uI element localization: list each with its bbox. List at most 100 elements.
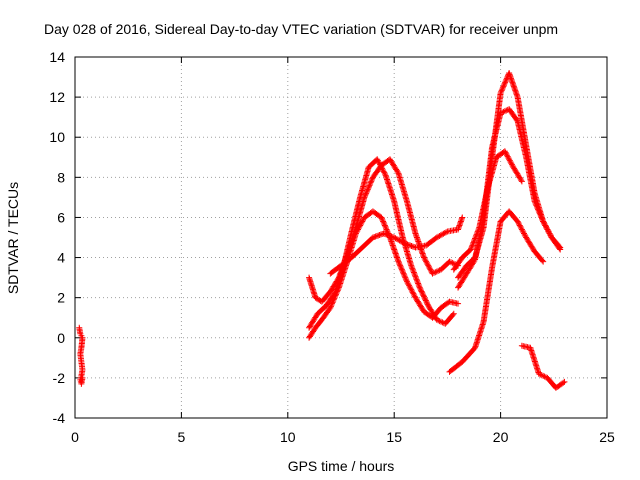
data-point (419, 291, 426, 298)
data-point (359, 217, 366, 224)
data-point (521, 230, 528, 237)
data-point (383, 231, 390, 238)
data-point (395, 258, 402, 265)
y-tick-label: 12 (49, 89, 65, 105)
data-point (518, 178, 525, 185)
data-point (467, 246, 474, 253)
data-point (475, 227, 482, 234)
data-point (547, 231, 554, 238)
x-tick-label: 15 (386, 429, 402, 445)
data-point (382, 225, 389, 232)
data-point (376, 231, 383, 238)
data-point (429, 270, 436, 277)
y-axis-label: SDTVAR / TECUs (5, 182, 21, 294)
data-point (327, 304, 334, 311)
data-point (79, 374, 86, 381)
series-arc-b (306, 156, 457, 331)
data-point (468, 245, 475, 252)
data-point (420, 293, 427, 300)
data-point (521, 231, 528, 238)
data-point (422, 297, 429, 304)
data-point (508, 160, 515, 167)
y-tick-label: 10 (49, 129, 65, 145)
data-point (474, 229, 481, 236)
data-point (435, 267, 442, 274)
data-point (399, 269, 406, 276)
data-point (426, 265, 433, 272)
data-point (385, 232, 392, 239)
data-point (515, 219, 522, 226)
data-point (455, 300, 462, 307)
data-point (409, 289, 416, 296)
data-point (415, 281, 422, 288)
data-point (417, 287, 424, 294)
data-point (418, 288, 425, 295)
data-point (518, 226, 525, 233)
data-point (384, 231, 391, 238)
data-point (414, 277, 421, 284)
data-point (425, 262, 432, 269)
data-point (405, 242, 412, 249)
data-point (400, 270, 407, 277)
data-point (443, 229, 450, 236)
data-point (499, 86, 506, 93)
data-point (422, 296, 429, 303)
data-point (368, 178, 375, 185)
data-point (363, 190, 370, 197)
data-point (542, 222, 549, 229)
data-point (421, 294, 428, 301)
data-point (364, 187, 371, 194)
y-tick-label: 6 (57, 209, 65, 225)
data-point (403, 241, 410, 248)
data-point (535, 370, 542, 377)
data-point (330, 291, 337, 298)
data-point (561, 378, 568, 385)
data-point (425, 263, 432, 270)
data-point (468, 243, 475, 250)
data-point (408, 243, 415, 250)
data-point (433, 268, 440, 275)
data-point (409, 243, 416, 250)
data-point (380, 219, 387, 226)
data-point (540, 219, 547, 226)
data-point (415, 280, 422, 287)
data-point (502, 79, 509, 86)
data-point (381, 221, 388, 228)
plot-frame (74, 56, 608, 419)
data-point (403, 278, 410, 285)
data-point (471, 236, 478, 243)
data-point (424, 301, 431, 308)
data-point (541, 221, 548, 228)
data-point (367, 181, 374, 188)
data-point (459, 214, 466, 221)
data-point (540, 372, 547, 379)
series-arc-f (455, 70, 564, 281)
data-point (498, 87, 505, 94)
data-point (419, 289, 426, 296)
data-point (498, 88, 505, 95)
data-point (407, 242, 414, 249)
data-point (411, 293, 418, 300)
data-point (538, 372, 545, 379)
data-point (447, 259, 454, 266)
data-point (423, 259, 430, 266)
data-point (357, 222, 364, 229)
data-point (378, 214, 385, 221)
data-point (436, 318, 443, 325)
data-point (500, 108, 507, 115)
data-point (380, 230, 387, 237)
data-point (519, 227, 526, 234)
x-tick-label: 20 (493, 429, 509, 445)
data-point (414, 279, 421, 286)
data-point (517, 223, 524, 230)
data-point (518, 177, 525, 184)
data-point (383, 226, 390, 233)
data-point (506, 156, 513, 163)
data-point (327, 303, 334, 310)
series-arc-early (76, 324, 86, 387)
data-point (417, 285, 424, 292)
data-point (421, 255, 428, 262)
series-arc-d (327, 214, 466, 277)
data-point (382, 223, 389, 230)
data-point (416, 283, 423, 290)
